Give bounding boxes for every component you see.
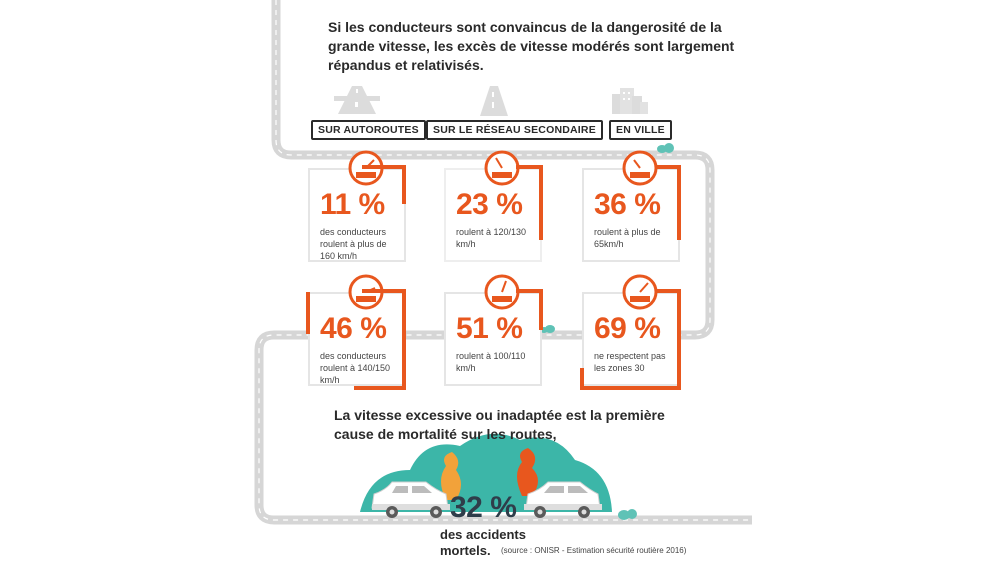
stat-percentage: 46 % [320,312,387,345]
cause-text: La vitesse excessive ou inadaptée est la… [334,407,665,442]
sign-city: EN VILLE [609,120,672,140]
sign-autoroutes: SUR AUTOROUTES [311,120,426,140]
stat-description: des conducteurs roulent à plus de 160 km… [320,227,387,261]
stat-description: ne respectent pas les zones 30 [594,351,666,373]
stat-description: roulent à 100/110 km/h [456,351,526,373]
stat-card: 46 % des conducteurs roulent à 140/150 k… [308,274,406,386]
speedometer-icon [484,274,520,310]
stat-percentage: 11 % [320,188,385,221]
speedometer-icon [348,274,384,310]
stat-percentage: 23 % [456,188,523,221]
motorway-icon [334,86,380,114]
stat-card: 11 % des conducteurs roulent à plus de 1… [308,150,406,262]
speedometer-icon [484,150,520,186]
accident-label-line1: des accidents [440,527,526,542]
stat-card: 23 % roulent à 120/130 km/h [444,150,542,262]
smoke-right-icon [517,448,538,496]
speedometer-icon [622,274,658,310]
stat-card: 51 % roulent à 100/110 km/h [444,274,542,386]
secondary-road-icon [480,86,508,116]
source-note: (source : ONISR - Estimation sécurité ro… [501,546,687,555]
sign-secondary-network: SUR LE RÉSEAU SECONDAIRE [426,120,603,140]
stat-description: roulent à 120/130 km/h [456,227,527,249]
bush-icon [540,143,674,520]
accident-percentage: 32 % [450,491,517,524]
stat-percentage: 36 % [594,188,661,221]
speedometer-icon [622,150,658,186]
accident-label-line2: mortels. [440,543,491,558]
stat-percentage: 69 % [594,312,661,345]
stat-percentage: 51 % [456,312,523,345]
accident-label: des accidents mortels. [440,527,526,559]
smoke-left-icon [441,452,461,500]
car-right-icon [524,481,602,518]
stat-description: roulent à plus de 65km/h [594,227,661,249]
city-icon [612,88,648,114]
road-centerline [258,0,752,521]
stat-card: 69 % ne respectent pas les zones 30 [582,274,680,386]
stat-description: des conducteurs roulent à 140/150 km/h [320,351,391,385]
car-left-icon [371,481,450,518]
intro-text: Si les conducteurs sont convaincus de la… [328,19,735,73]
speedometer-icon [348,150,384,186]
stat-card: 36 % roulent à plus de 65km/h [582,150,680,262]
